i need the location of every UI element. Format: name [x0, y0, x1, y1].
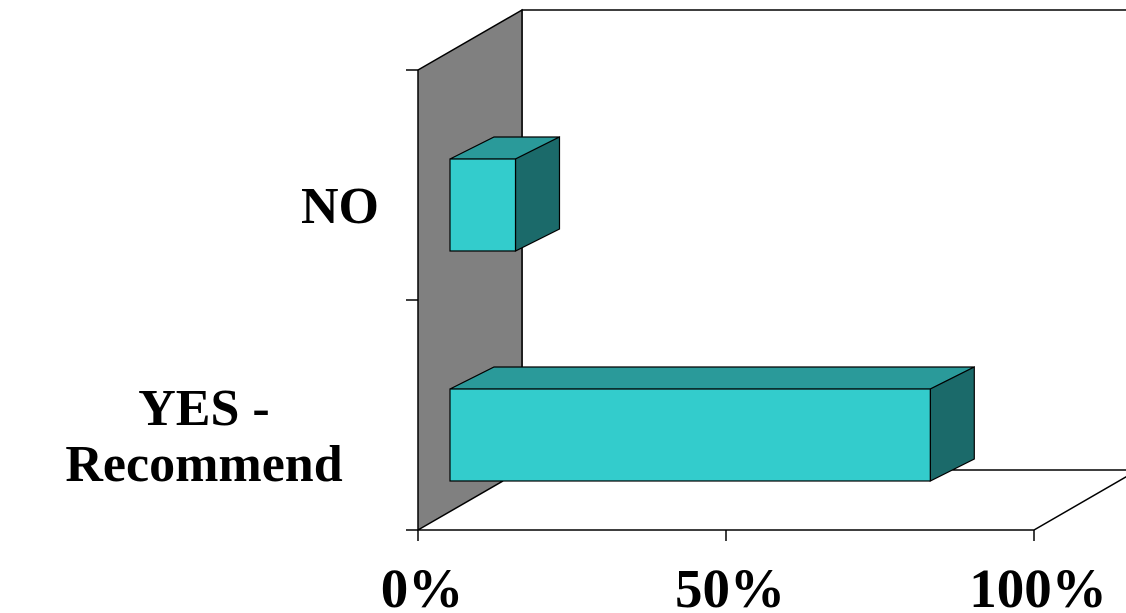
chart-axes — [406, 69, 1035, 541]
chart-labels: 0% 50% 100% NO YES -Recommend — [65, 178, 1106, 613]
chart-bars — [449, 136, 975, 482]
x-tick-label: 50% — [675, 558, 785, 613]
bar-top — [449, 366, 975, 390]
bar — [449, 388, 931, 482]
category-label: YES -Recommend — [65, 380, 342, 493]
x-tick-label: 100% — [969, 558, 1107, 613]
bar — [449, 158, 517, 252]
x-tick-label: 0% — [381, 558, 464, 613]
category-label: NO — [301, 178, 379, 235]
